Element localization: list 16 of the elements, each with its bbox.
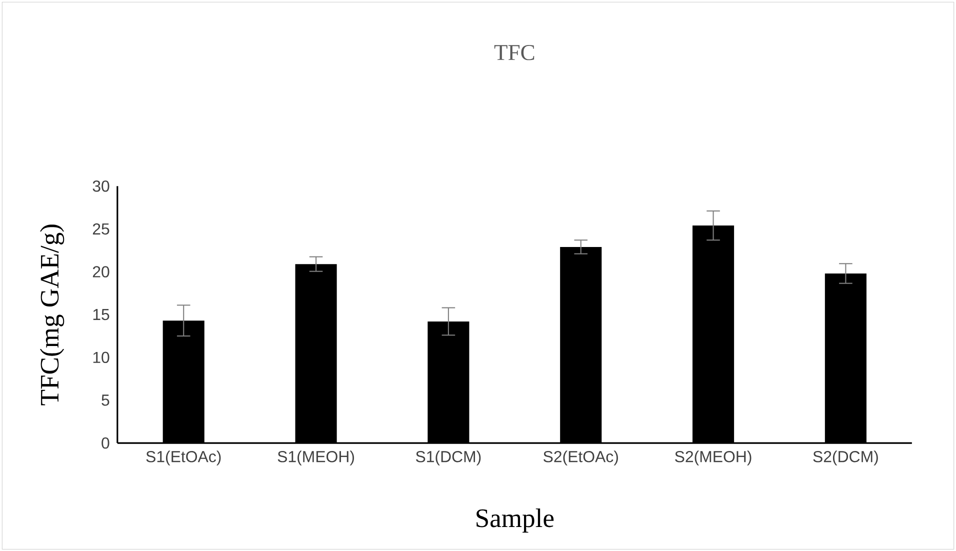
- y-tick-label: 20: [92, 266, 110, 278]
- x-tick-label: S2(EtOAc): [544, 450, 618, 466]
- y-tick-label: 0: [102, 437, 110, 448]
- y-tick-label: 10: [93, 352, 110, 363]
- y-tick-label: 30: [92, 180, 110, 192]
- x-tick-label: S2(DCM): [813, 450, 878, 466]
- y-tick-label: 5: [102, 394, 110, 406]
- x-tick-label: S2(MEOH): [675, 450, 752, 466]
- x-tick-label: S1(EtOAc): [146, 450, 221, 466]
- x-tick-label: S1(DCM): [416, 450, 481, 466]
- chart-title: TFC: [494, 44, 534, 60]
- y-tick-label: 15: [93, 308, 110, 320]
- y-axis-title: TFC(mg GAE/g): [40, 224, 64, 406]
- x-axis-title: Sample: [476, 508, 554, 532]
- y-tick-label: 25: [92, 223, 110, 234]
- x-tick-label: S1(MEOH): [278, 450, 354, 466]
